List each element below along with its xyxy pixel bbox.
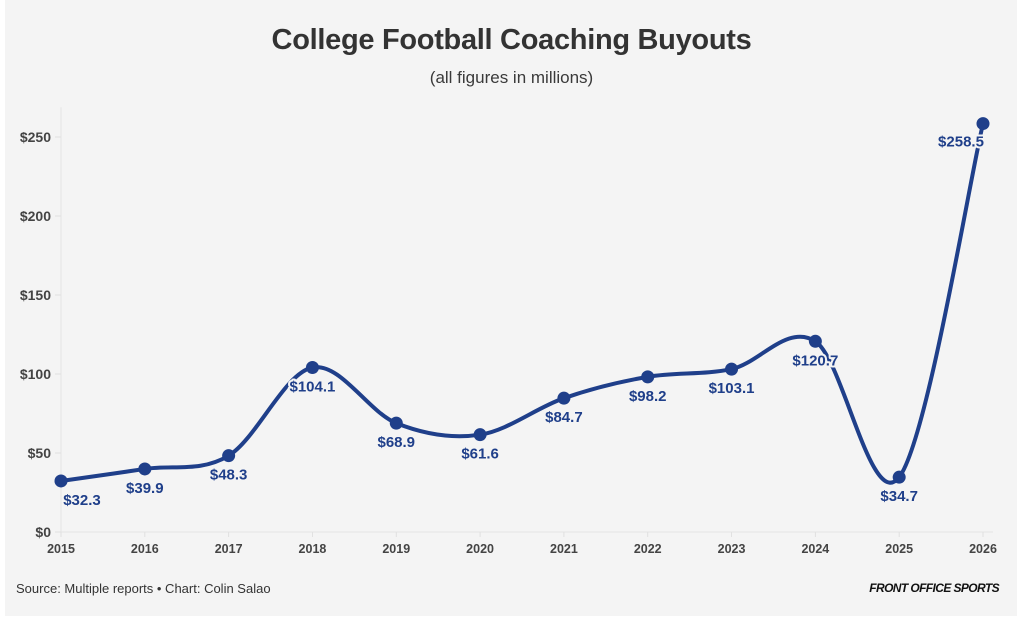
x-tick-label: 2022	[634, 542, 662, 556]
data-label-2018: $104.1	[290, 379, 336, 396]
data-point-2021	[557, 391, 571, 405]
x-tick-label: 2023	[718, 542, 746, 556]
data-point-2020	[473, 428, 487, 442]
x-tick-label: 2020	[466, 542, 494, 556]
y-tick-label: $250	[20, 129, 51, 145]
data-label-2021: $84.7	[545, 409, 583, 426]
data-point-2023	[725, 362, 739, 376]
data-label-2016: $39.9	[126, 480, 164, 497]
data-point-2019	[389, 416, 403, 430]
data-label-2020: $61.6	[461, 446, 499, 463]
x-tick-label: 2018	[299, 542, 327, 556]
data-point-2018	[305, 361, 319, 375]
series-group	[54, 117, 990, 488]
x-tick-label: 2026	[969, 542, 997, 556]
source-note: Source: Multiple reports • Chart: Colin …	[16, 581, 271, 596]
x-tick-label: 2025	[885, 542, 913, 556]
data-point-2024	[808, 334, 822, 348]
y-tick-label: $200	[20, 208, 51, 224]
data-label-2025: $34.7	[880, 488, 918, 505]
data-point-2015	[54, 474, 68, 488]
x-tick-label: 2021	[550, 542, 578, 556]
x-tick-label: 2016	[131, 542, 159, 556]
chart-subtitle: (all figures in millions)	[429, 68, 594, 87]
data-label-2022: $98.2	[629, 388, 667, 405]
data-label-2023: $103.1	[709, 380, 755, 397]
y-tick-label: $150	[20, 287, 51, 303]
brand-logo: FRONT OFFICE SPORTS	[869, 581, 999, 595]
data-label-2017: $48.3	[210, 467, 248, 484]
data-label-2026: $258.5	[938, 134, 984, 151]
data-point-2026	[976, 117, 990, 131]
chart-panel	[5, 0, 1017, 616]
x-tick-label: 2015	[47, 542, 75, 556]
data-label-2024: $120.7	[792, 352, 838, 369]
data-point-2025	[892, 470, 906, 484]
chart-title: College Football Coaching Buyouts	[271, 24, 752, 56]
data-label-2015: $32.3	[63, 492, 101, 509]
data-point-2022	[641, 370, 655, 384]
data-label-2019: $68.9	[377, 434, 415, 451]
y-tick-label: $50	[28, 445, 52, 461]
x-tick-label: 2019	[382, 542, 410, 556]
x-tick-label: 2017	[215, 542, 243, 556]
data-point-2016	[138, 462, 152, 476]
data-point-2017	[222, 449, 236, 463]
x-tick-label: 2024	[801, 542, 829, 556]
axes: $0 $50 $100 $150 $200 $250 2015 2016 2017 2018 201…	[20, 107, 997, 556]
y-tick-label: $100	[20, 366, 51, 382]
series-line	[59, 121, 985, 485]
y-tick-label: $0	[35, 524, 51, 540]
data-labels-group: $32.3 $39.9 $48.3 $104.1 $68.9 $61.6 $84.7 $98.…	[61, 132, 986, 511]
